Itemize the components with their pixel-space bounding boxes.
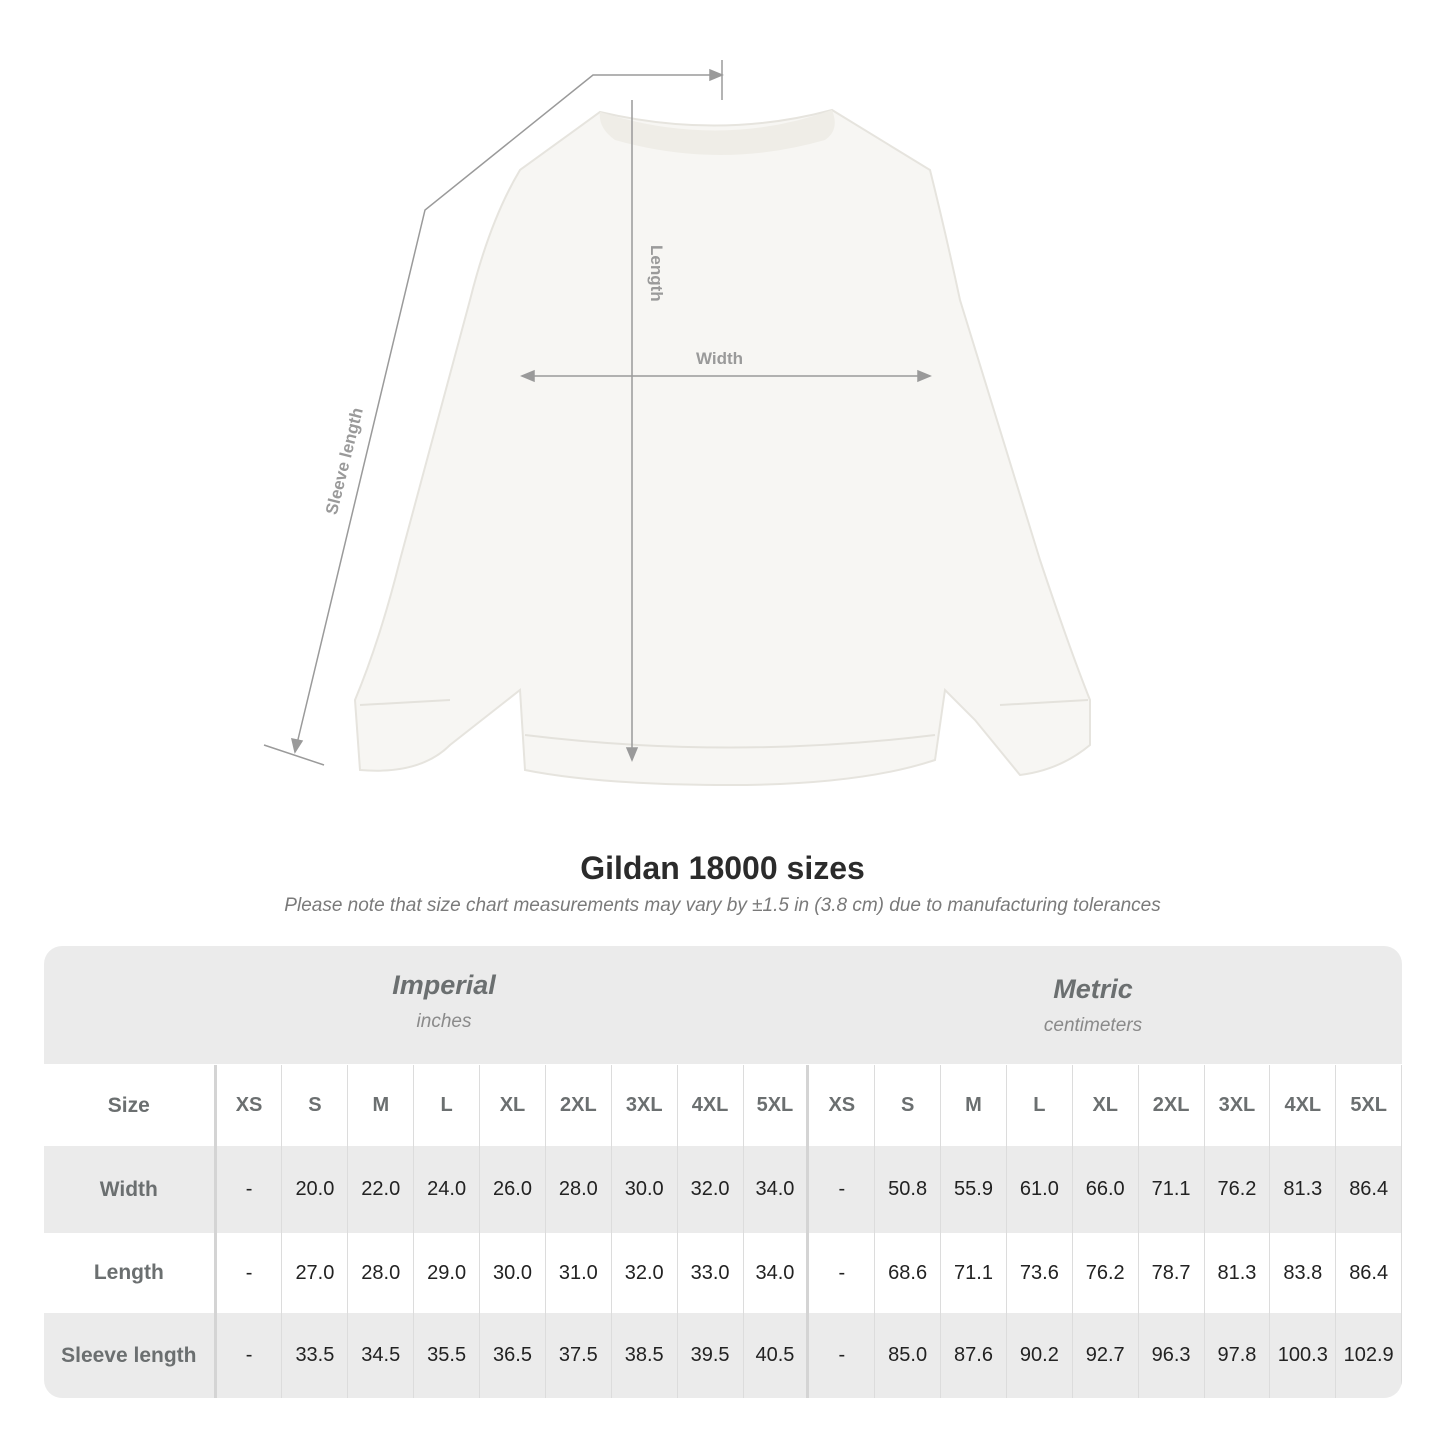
metric-value-cell: 71.1 (941, 1233, 1007, 1313)
imperial-value-cell: 39.5 (678, 1313, 744, 1398)
imperial-title: Imperial (392, 970, 496, 1000)
table-header: Imperial inches Metric centimeters (44, 946, 1402, 1064)
imperial-unit: inches (416, 1011, 472, 1032)
metric-size-header: 2XL (1139, 1065, 1205, 1146)
width-label: Width (696, 349, 744, 368)
metric-value-cell: 61.0 (1007, 1146, 1073, 1233)
imperial-value-cell: 28.0 (348, 1233, 415, 1313)
table-row: Width -20.0 22.0 24.0 26.0 28.0 30.0 32.0 34.0-5… (44, 1146, 1402, 1233)
imperial-size-header: XL (480, 1065, 546, 1146)
imperial-value-cell: - (217, 1233, 283, 1313)
imperial-size-header: XS (217, 1065, 283, 1146)
imperial-value-cell: 40.5 (744, 1313, 810, 1398)
metric-value-cell: - (809, 1233, 876, 1313)
imperial-value-cell: 35.5 (414, 1313, 481, 1398)
imperial-value-cell: 34.0 (744, 1146, 810, 1233)
metric-header: Metric centimeters (797, 974, 1389, 1037)
metric-value-cell: 68.6 (875, 1233, 942, 1313)
imperial-value-cell: 28.0 (546, 1146, 612, 1233)
imperial-value-cell: 36.5 (480, 1313, 546, 1398)
sleeve-line (294, 74, 720, 753)
metric-value-cell: 73.6 (1007, 1233, 1073, 1313)
imperial-value-cell: 34.5 (348, 1313, 415, 1398)
metric-value-cell: 86.4 (1336, 1146, 1402, 1233)
metric-value-cell: 81.3 (1205, 1233, 1271, 1313)
length-label: Length (647, 245, 666, 302)
row-label: Sleeve length (44, 1313, 217, 1398)
metric-size-header: XS (809, 1065, 876, 1146)
imperial-value-cell: 29.0 (414, 1233, 481, 1313)
metric-size-header: 3XL (1205, 1065, 1271, 1146)
metric-value-cell: 66.0 (1073, 1146, 1139, 1233)
size-table: Imperial inches Metric centimeters Size X… (44, 946, 1402, 1398)
metric-value-cell: 71.1 (1139, 1146, 1205, 1233)
imperial-value-cell: 38.5 (612, 1313, 678, 1398)
metric-value-cell: 86.4 (1336, 1233, 1402, 1313)
imperial-value-cell: 20.0 (282, 1146, 349, 1233)
metric-value-cell: 76.2 (1205, 1146, 1271, 1233)
imperial-value-cell: 30.0 (480, 1233, 546, 1313)
imperial-value-cell: 32.0 (612, 1233, 678, 1313)
imperial-value-cell: - (217, 1146, 283, 1233)
metric-title: Metric (1053, 974, 1133, 1004)
row-label: Length (44, 1233, 217, 1313)
metric-value-cell: 87.6 (941, 1313, 1007, 1398)
metric-value-cell: - (809, 1313, 876, 1398)
imperial-value-cell: 30.0 (612, 1146, 678, 1233)
imperial-value-cell: 33.0 (678, 1233, 744, 1313)
imperial-value-cell: 26.0 (480, 1146, 546, 1233)
imperial-value-cell: 33.5 (282, 1313, 349, 1398)
imperial-size-header: M (348, 1065, 415, 1146)
imperial-size-header: S (282, 1065, 349, 1146)
metric-value-cell: 100.3 (1270, 1313, 1337, 1398)
metric-size-header: M (941, 1065, 1007, 1146)
imperial-value-cell: 31.0 (546, 1233, 612, 1313)
imperial-value-cell: 32.0 (678, 1146, 744, 1233)
metric-value-cell: 92.7 (1073, 1313, 1139, 1398)
imperial-value-cell: 24.0 (414, 1146, 481, 1233)
metric-value-cell: 102.9 (1336, 1313, 1402, 1398)
metric-value-cell: 55.9 (941, 1146, 1007, 1233)
metric-unit: centimeters (1043, 1015, 1143, 1036)
tolerance-note: Please note that size chart measurements… (284, 895, 1161, 916)
metric-value-cell: 78.7 (1139, 1233, 1205, 1313)
metric-value-cell: 90.2 (1007, 1313, 1073, 1398)
imperial-value-cell: - (217, 1313, 283, 1398)
metric-value-cell: 81.3 (1270, 1146, 1337, 1233)
row-label: Size (44, 1065, 217, 1146)
imperial-value-cell: 22.0 (348, 1146, 415, 1233)
metric-value-cell: 83.8 (1270, 1233, 1337, 1313)
sweatshirt-diagram (263, 60, 1091, 787)
imperial-size-header: 2XL (546, 1065, 612, 1146)
size-header-row: Size XS S M L XL 2XL 3XL 4XL 5XL XS S M L XL 2XL 3XL 4XL 5… (44, 1065, 1402, 1146)
metric-size-header: 4XL (1270, 1065, 1337, 1146)
metric-value-cell: - (809, 1146, 876, 1233)
metric-size-header: S (875, 1065, 942, 1146)
page-title: Gildan 18000 sizes (580, 850, 865, 886)
metric-size-header: XL (1073, 1065, 1139, 1146)
row-label: Width (44, 1146, 217, 1233)
imperial-value-cell: 34.0 (744, 1233, 810, 1313)
sweatshirt-image (353, 108, 1091, 787)
metric-value-cell: 76.2 (1073, 1233, 1139, 1313)
imperial-size-header: 4XL (678, 1065, 744, 1146)
imperial-size-header: L (414, 1065, 481, 1146)
table-row: Length -27.0 28.0 29.0 30.0 31.0 32.0 33.0 34.0-… (44, 1233, 1402, 1313)
metric-size-header: L (1007, 1065, 1073, 1146)
metric-value-cell: 96.3 (1139, 1313, 1205, 1398)
imperial-value-cell: 27.0 (282, 1233, 349, 1313)
imperial-header: Imperial inches (148, 970, 740, 1033)
imperial-size-header: 5XL (744, 1065, 810, 1146)
metric-value-cell: 50.8 (875, 1146, 942, 1233)
table-row: Sleeve length -33.5 34.5 35.5 36.5 37.5 38.5 39… (44, 1313, 1402, 1398)
metric-size-header: 5XL (1336, 1065, 1402, 1146)
imperial-value-cell: 37.5 (546, 1313, 612, 1398)
metric-value-cell: 97.8 (1205, 1313, 1271, 1398)
imperial-size-header: 3XL (612, 1065, 678, 1146)
metric-value-cell: 85.0 (875, 1313, 942, 1398)
